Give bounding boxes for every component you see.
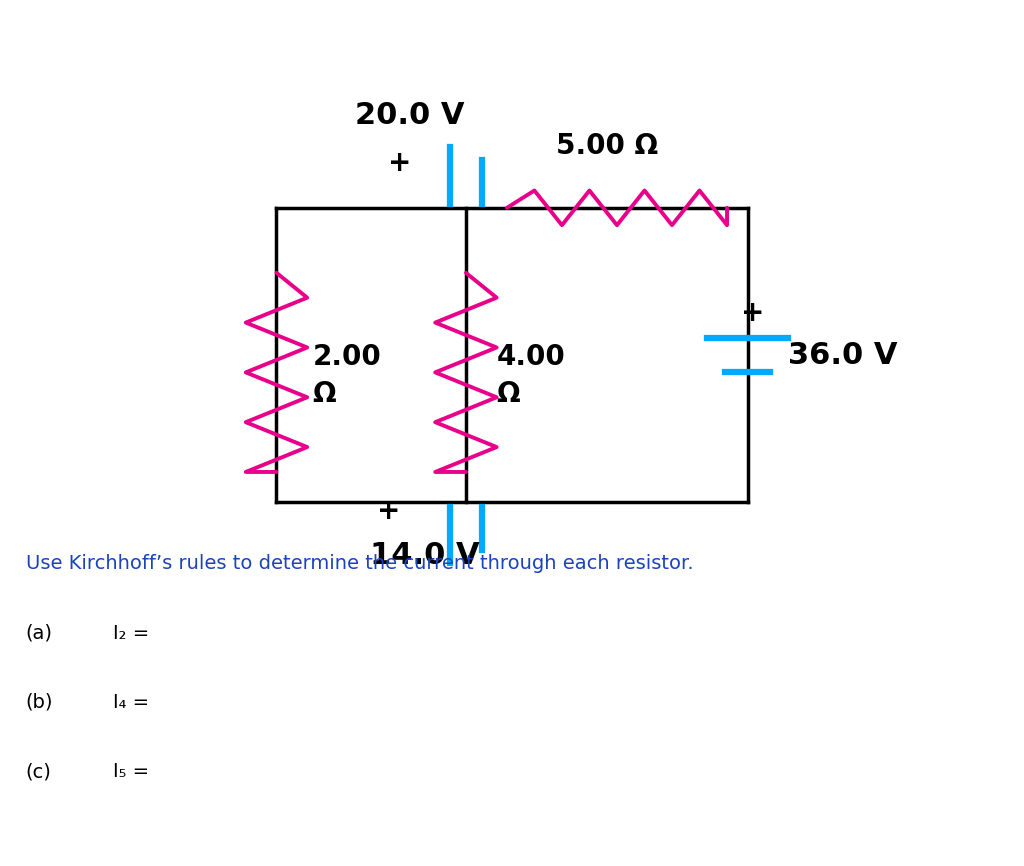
Text: Ω: Ω bbox=[497, 380, 520, 408]
Text: 5.00 Ω: 5.00 Ω bbox=[556, 132, 657, 160]
Text: (c): (c) bbox=[26, 762, 51, 781]
Text: 20.0 V: 20.0 V bbox=[355, 101, 464, 130]
Text: +: + bbox=[741, 300, 764, 327]
Text: (a): (a) bbox=[26, 624, 52, 643]
Text: +: + bbox=[378, 497, 400, 525]
Text: Use Kirchhoff’s rules to determine the current through each resistor.: Use Kirchhoff’s rules to determine the c… bbox=[26, 554, 693, 573]
Text: +: + bbox=[388, 149, 411, 177]
Text: Ω: Ω bbox=[312, 380, 336, 408]
Text: 36.0 V: 36.0 V bbox=[788, 340, 898, 370]
Text: (b): (b) bbox=[26, 693, 53, 712]
Text: I₂ =: I₂ = bbox=[113, 624, 148, 643]
Text: 14.0 V: 14.0 V bbox=[370, 541, 480, 570]
Text: I₄ =: I₄ = bbox=[113, 693, 148, 712]
Text: I₅ =: I₅ = bbox=[113, 762, 148, 781]
Text: 2.00: 2.00 bbox=[312, 343, 381, 371]
Text: 4.00: 4.00 bbox=[497, 343, 565, 371]
